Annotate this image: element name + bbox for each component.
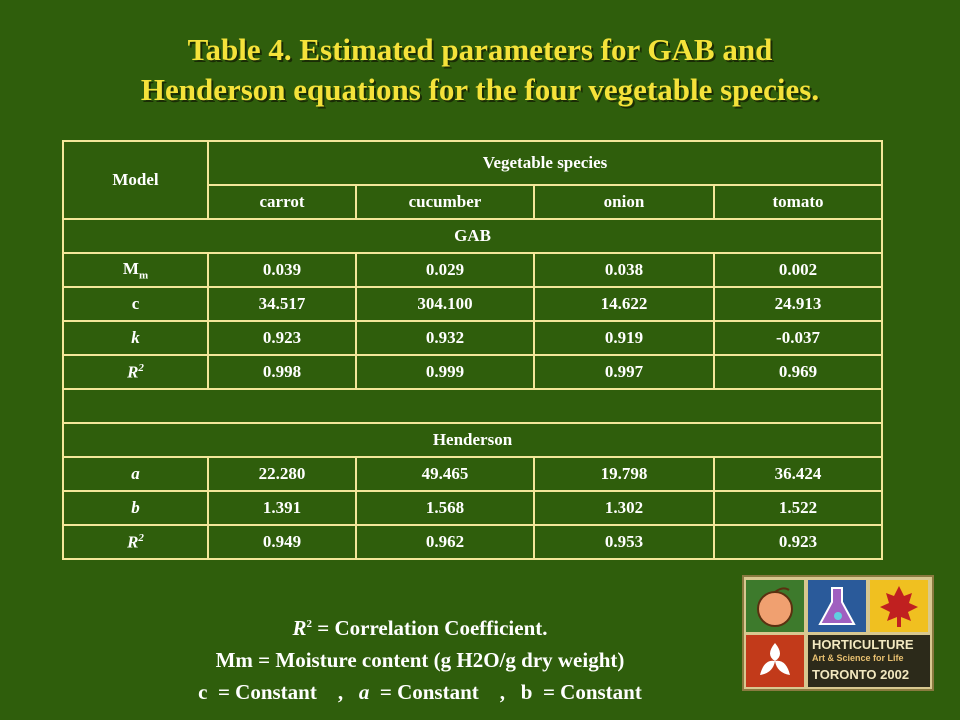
spacer-cell: [62, 388, 883, 424]
value-cell: 0.029: [355, 252, 535, 288]
species-cucumber: cucumber: [355, 184, 535, 220]
value-cell: 0.923: [713, 524, 883, 560]
value-cell: 0.969: [713, 354, 883, 390]
value-cell: 0.932: [355, 320, 535, 356]
value-cell: 0.962: [355, 524, 535, 560]
species-tomato: tomato: [713, 184, 883, 220]
henderson-label: Henderson: [62, 422, 883, 458]
value-cell: -0.037: [713, 320, 883, 356]
param-cell: c: [62, 286, 209, 322]
value-cell: 0.923: [207, 320, 357, 356]
header-row: Model Vegetable species: [62, 140, 883, 220]
spacer-row: [62, 388, 883, 424]
value-cell: 1.391: [207, 490, 357, 526]
value-cell: 49.465: [355, 456, 535, 492]
peach-icon: [746, 580, 804, 632]
table-row-r2-gab: R2 0.998 0.999 0.997 0.969: [62, 354, 883, 390]
species-onion: onion: [533, 184, 715, 220]
value-cell: 0.998: [207, 354, 357, 390]
logo-text: HORTICULTURE Art & Science for Life TORO…: [808, 635, 930, 687]
table-row-mm: Mm 0.039 0.029 0.038 0.002: [62, 252, 883, 288]
value-cell: 0.002: [713, 252, 883, 288]
title-line-2: Henderson equations for the four vegetab…: [140, 72, 820, 107]
flask-icon: [808, 580, 866, 632]
value-cell: 22.280: [207, 456, 357, 492]
table-row-k: k 0.923 0.932 0.919 -0.037: [62, 320, 883, 356]
slide-title: Table 4. Estimated parameters for GAB an…: [0, 30, 960, 110]
parameters-table: Model Vegetable species carrot cucumber …: [62, 140, 883, 560]
value-cell: 0.038: [533, 252, 715, 288]
value-cell: 1.568: [355, 490, 535, 526]
horticulture-logo: HORTICULTURE Art & Science for Life TORO…: [742, 575, 934, 691]
value-cell: 0.949: [207, 524, 357, 560]
value-cell: 0.039: [207, 252, 357, 288]
param-cell: Mm: [62, 252, 209, 288]
param-cell: R2: [62, 354, 209, 390]
species-row: carrot cucumber onion tomato: [63, 184, 883, 220]
param-cell: a: [62, 456, 209, 492]
henderson-section-row: Henderson: [62, 422, 883, 458]
param-cell: R2: [62, 524, 209, 560]
note-r2: R2 = Correlation Coefficient.: [292, 616, 548, 640]
value-cell: 24.913: [713, 286, 883, 322]
note-constants: c = Constant , a = Constant , b = Consta…: [198, 680, 642, 704]
value-cell: 36.424: [713, 456, 883, 492]
value-cell: 1.522: [713, 490, 883, 526]
note-mm: Mm = Moisture content (g H2O/g dry weigh…: [215, 648, 625, 672]
table-row-r2-henderson: R2 0.949 0.962 0.953 0.923: [62, 524, 883, 560]
maple-leaf-icon: [870, 580, 928, 632]
value-cell: 34.517: [207, 286, 357, 322]
species-header: Vegetable species: [207, 140, 883, 186]
value-cell: 14.622: [533, 286, 715, 322]
table-row-c: c 34.517 304.100 14.622 24.913: [62, 286, 883, 322]
value-cell: 1.302: [533, 490, 715, 526]
value-cell: 0.919: [533, 320, 715, 356]
table-row-b: b 1.391 1.568 1.302 1.522: [62, 490, 883, 526]
value-cell: 19.798: [533, 456, 715, 492]
param-cell: b: [62, 490, 209, 526]
species-carrot: carrot: [207, 184, 357, 220]
gab-section-row: GAB: [62, 218, 883, 254]
value-cell: 304.100: [355, 286, 535, 322]
logo-line-2: Art & Science for Life: [812, 653, 904, 663]
value-cell: 0.997: [533, 354, 715, 390]
logo-line-1: HORTICULTURE: [812, 637, 914, 652]
model-header: Model: [62, 140, 209, 220]
footnotes: R2 = Correlation Coefficient. Mm = Moist…: [0, 608, 840, 708]
value-cell: 0.999: [355, 354, 535, 390]
title-line-1: Table 4. Estimated parameters for GAB an…: [187, 32, 773, 67]
trillium-icon: [746, 635, 804, 687]
table-row-a: a 22.280 49.465 19.798 36.424: [62, 456, 883, 492]
logo-line-3: TORONTO 2002: [812, 667, 910, 682]
value-cell: 0.953: [533, 524, 715, 560]
param-cell: k: [62, 320, 209, 356]
gab-label: GAB: [62, 218, 883, 254]
